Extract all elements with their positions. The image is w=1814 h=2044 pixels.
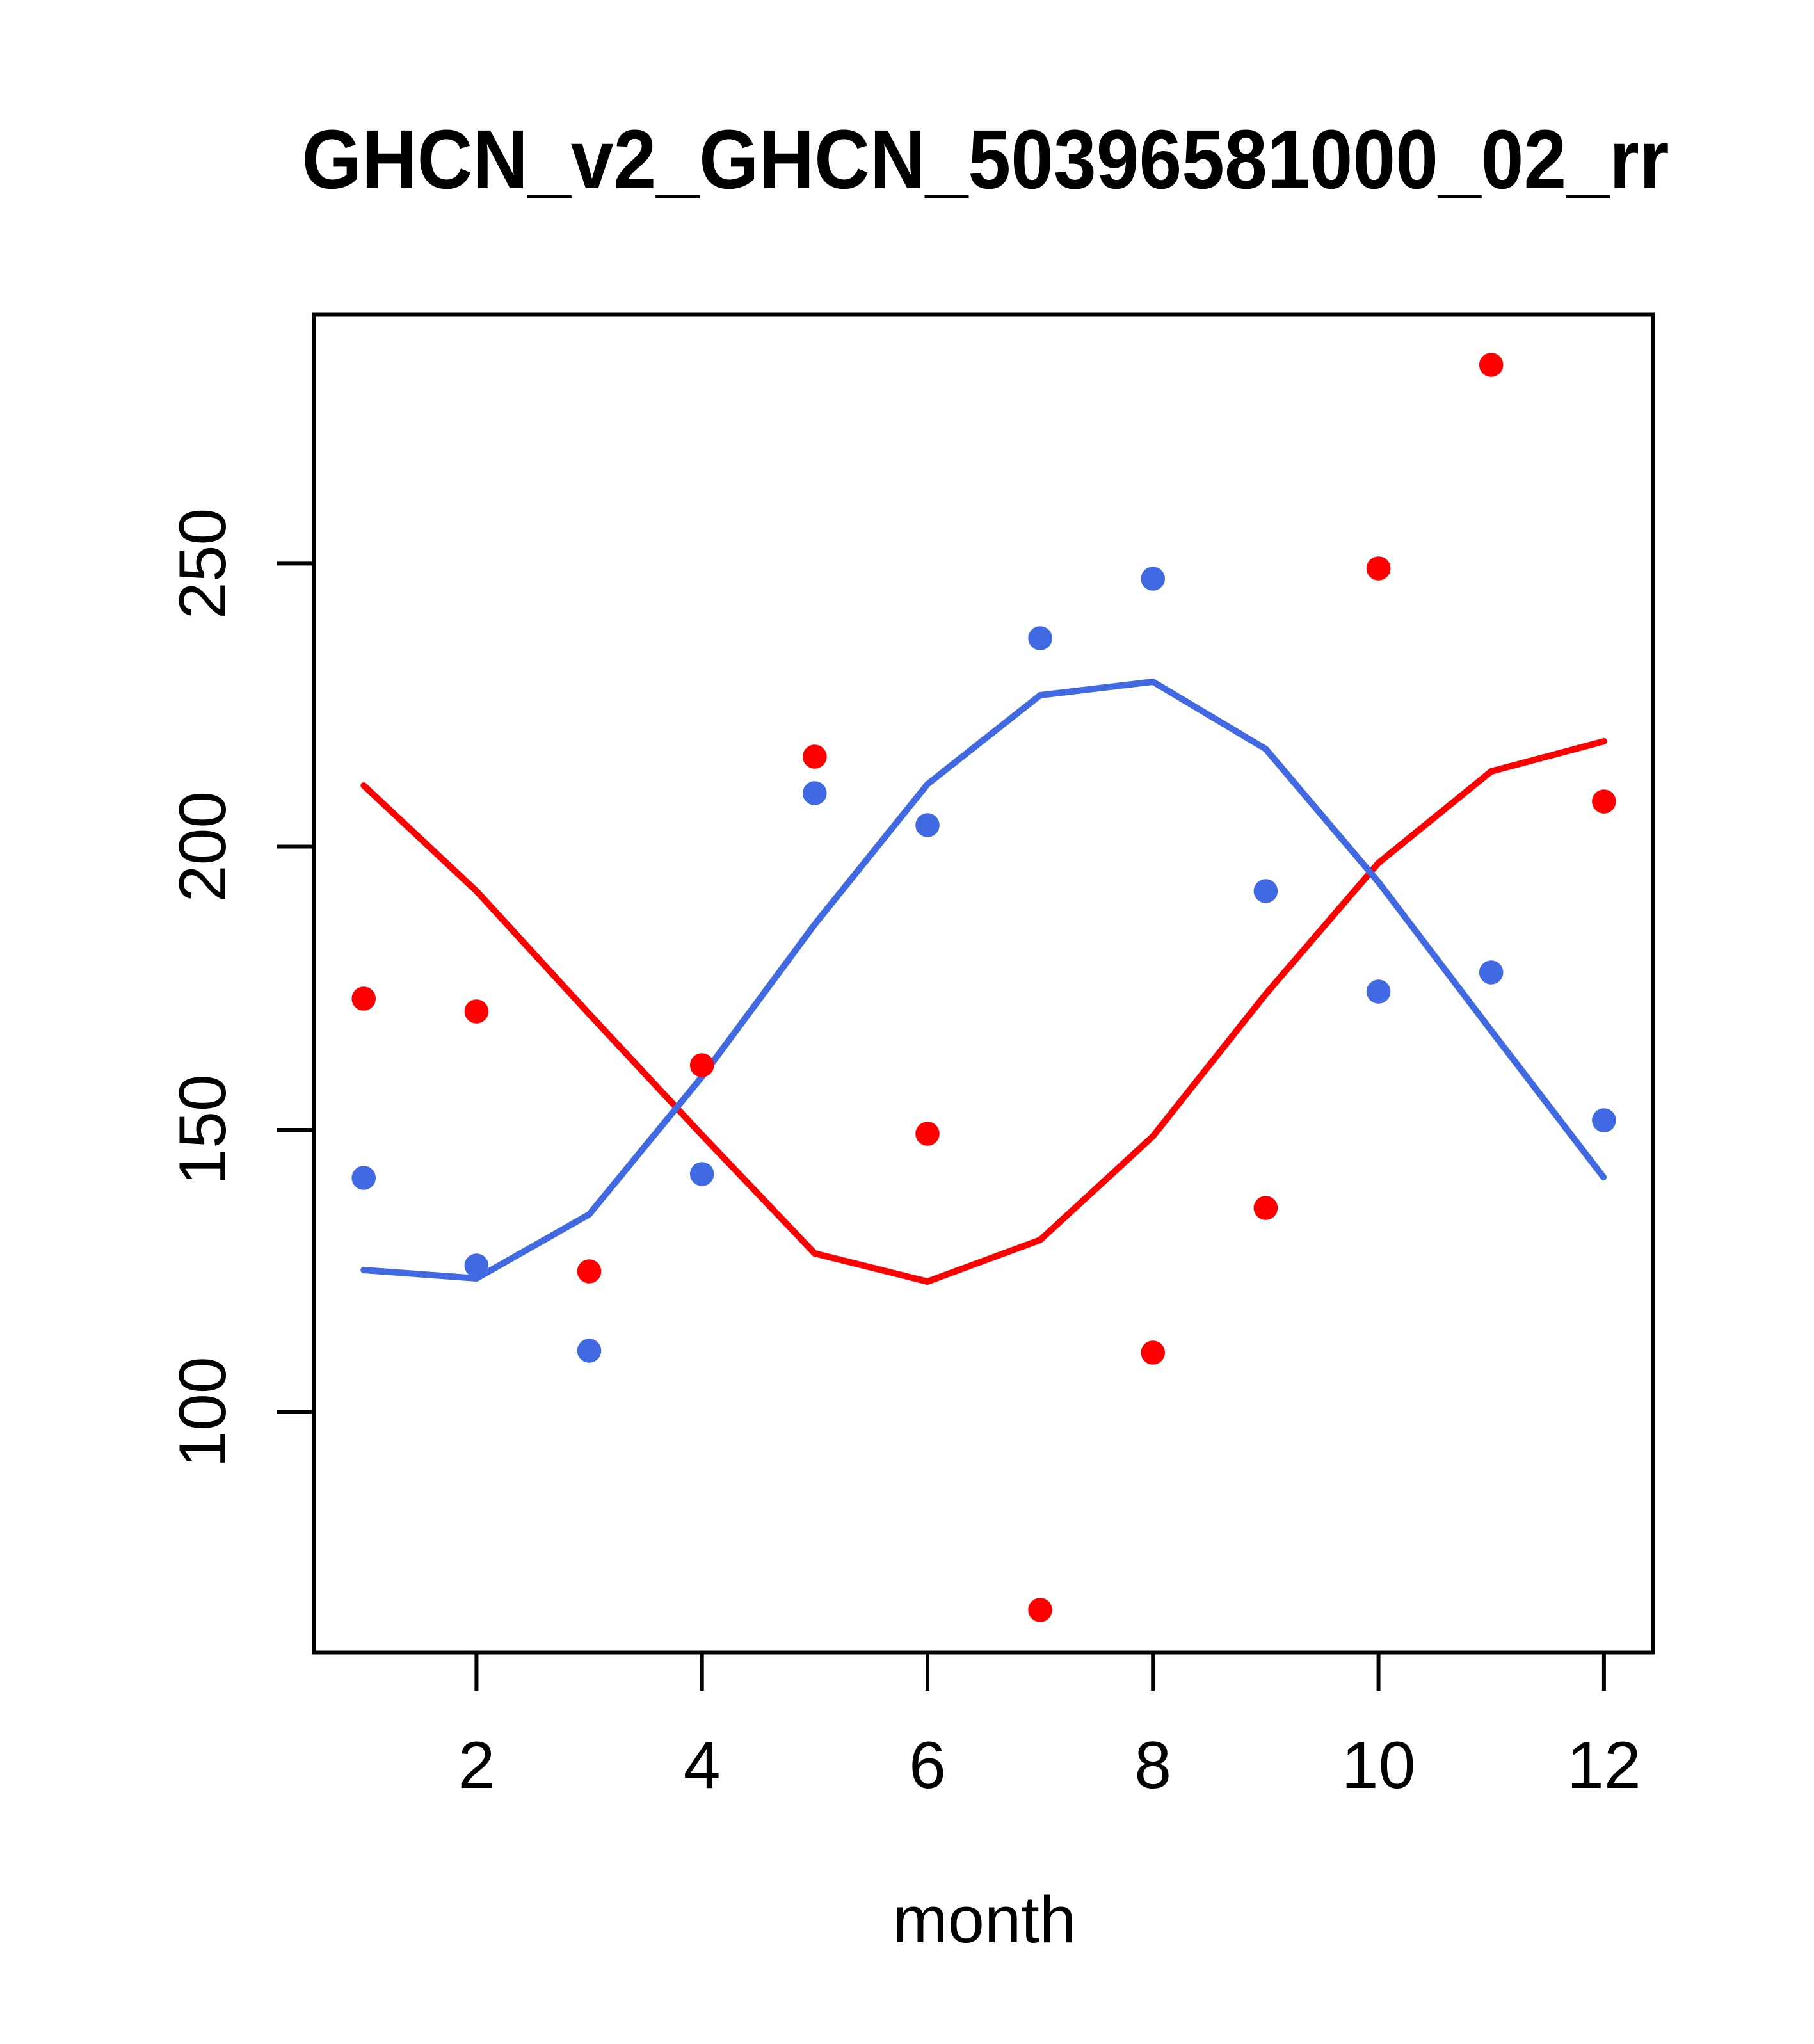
svg-text:4: 4 xyxy=(684,1728,721,1803)
svg-text:250: 250 xyxy=(166,508,240,620)
svg-text:200: 200 xyxy=(166,791,240,903)
svg-text:GHCN_v2_GHCN_50396581000_02_rr: GHCN_v2_GHCN_50396581000_02_rr xyxy=(302,112,1669,206)
svg-text:100: 100 xyxy=(166,1356,240,1468)
svg-text:10: 10 xyxy=(1342,1728,1416,1803)
svg-text:150: 150 xyxy=(166,1074,240,1186)
svg-text:2: 2 xyxy=(458,1728,495,1803)
svg-text:8: 8 xyxy=(1134,1728,1171,1803)
svg-text:month: month xyxy=(893,1883,1076,1956)
svg-text:12: 12 xyxy=(1567,1728,1641,1803)
svg-text:6: 6 xyxy=(909,1728,946,1803)
